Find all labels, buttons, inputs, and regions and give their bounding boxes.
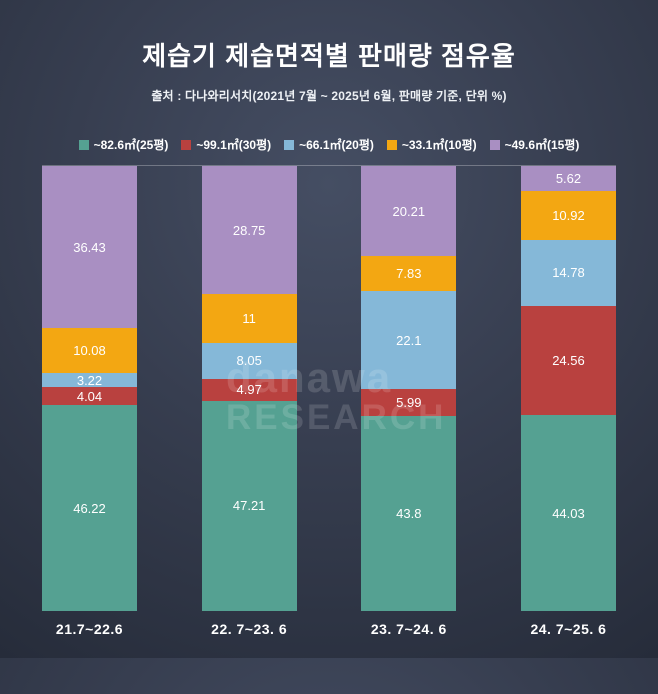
legend-label: ~33.1㎡(10평) <box>401 138 477 152</box>
plot-area: 46.22 4.04 3.22 10.08 36.43 21.7~22.6 47.21 4.9… <box>42 165 616 637</box>
bar-segment-value: 46.22 <box>73 500 106 516</box>
bar-segment-value: 11 <box>242 311 256 327</box>
bar-segment-value: 3.22 <box>76 372 103 388</box>
bar-segment: 14.78 <box>520 240 616 306</box>
chart-source: 출처 : 다나와리서치(2021년 7월 ~ 2025년 6월, 판매량 기준,… <box>151 89 507 103</box>
bar-segment-value: 8.05 <box>236 353 262 369</box>
bar-segment-value: 43.8 <box>396 506 422 522</box>
bar-segment: 7.83 <box>361 256 457 292</box>
bar-segment: 5.62 <box>520 166 616 192</box>
bar-segment-value: 28.75 <box>232 222 266 238</box>
bar-stack: 43.8 5.99 22.1 7.83 20.21 <box>361 166 457 611</box>
bar-group: 46.22 4.04 3.22 10.08 36.43 21.7~22.6 <box>42 166 137 637</box>
category-label: 22. 7~23. 6 <box>211 621 288 637</box>
bar-segment: 10.92 <box>520 191 616 241</box>
category-label: 24. 7~25. 6 <box>530 621 607 637</box>
bar-group: 47.21 4.97 8.05 11 28.75 22. 7~23. 6 <box>201 166 297 637</box>
bar-segment-value: 4.04 <box>76 388 103 404</box>
legend-label: ~82.6㎡(25평) <box>93 138 169 152</box>
bar-stack: 44.03 24.56 14.78 10.92 5.62 <box>520 166 616 611</box>
bar-stack: 47.21 4.97 8.05 11 28.75 <box>201 166 297 611</box>
legend-swatch-icon <box>489 139 500 150</box>
bar-stack: 46.22 4.04 3.22 10.08 36.43 <box>42 166 137 611</box>
legend-label: ~99.1㎡(30평) <box>196 138 272 152</box>
bar-segment: 22.1 <box>361 291 457 390</box>
bar-segment-value: 10.08 <box>73 343 106 359</box>
page-title: 제습기 제습면적별 판매량 점유율 <box>142 41 516 71</box>
legend-item: ~66.1㎡(20평) <box>284 136 374 153</box>
bar-segment-value: 44.03 <box>552 505 585 521</box>
bar-segment-value: 4.97 <box>236 382 262 398</box>
legend-label: ~49.6㎡(15평) <box>504 138 580 152</box>
legend-swatch-icon <box>386 139 397 150</box>
bar-segment-value: 14.78 <box>552 265 585 281</box>
bar-segment-value: 10.92 <box>552 208 585 224</box>
bar-segment: 4.97 <box>201 378 297 401</box>
bar-group: 43.8 5.99 22.1 7.83 20.21 23. 7~24. 6 <box>361 166 457 637</box>
legend-swatch-icon <box>284 139 295 150</box>
category-label: 23. 7~24. 6 <box>370 621 447 637</box>
bar-segment-value: 22.1 <box>396 332 422 348</box>
bar-segment: 4.04 <box>42 387 137 406</box>
legend-swatch-icon <box>181 139 192 150</box>
bar-segment-value: 5.99 <box>396 395 422 411</box>
legend-item: ~82.6㎡(25평) <box>78 136 169 153</box>
bar-segment-value: 36.43 <box>73 239 106 255</box>
bar-segment: 10.08 <box>42 328 137 374</box>
legend-item: ~33.1㎡(10평) <box>386 136 477 153</box>
legend-item: ~49.6㎡(15평) <box>489 136 580 153</box>
bar-segment: 44.03 <box>520 415 616 611</box>
legend: ~82.6㎡(25평) ~99.1㎡(30평) ~66.1㎡(20평) ~33.1㎡(… <box>0 136 658 153</box>
bar-segment: 5.99 <box>361 389 457 417</box>
bar-segment: 43.8 <box>361 416 457 611</box>
bar-group: 44.03 24.56 14.78 10.92 5.62 24. 7~25. 6 <box>520 166 616 637</box>
bar-segment: 20.21 <box>361 166 457 257</box>
bar-segment: 8.05 <box>201 343 297 379</box>
bar-segment: 47.21 <box>201 400 297 611</box>
bar-segment-value: 5.62 <box>555 171 582 187</box>
bar-segment-value: 7.83 <box>396 266 422 282</box>
bar-segment: 46.22 <box>42 405 137 611</box>
bar-segment: 3.22 <box>42 372 137 388</box>
legend-item: ~99.1㎡(30평) <box>181 136 271 153</box>
bar-segment: 24.56 <box>520 305 616 416</box>
legend-label: ~66.1㎡(20평) <box>299 138 374 152</box>
category-label: 21.7~22.6 <box>55 621 124 637</box>
bar-segment: 11 <box>201 294 297 343</box>
bar-segment-value: 24.56 <box>552 352 585 368</box>
bar-segment: 28.75 <box>201 166 297 295</box>
legend-swatch-icon <box>78 139 89 150</box>
bar-segment-value: 47.21 <box>232 498 266 514</box>
bar-segment: 36.43 <box>42 166 137 329</box>
bar-segment-value: 20.21 <box>392 203 426 219</box>
